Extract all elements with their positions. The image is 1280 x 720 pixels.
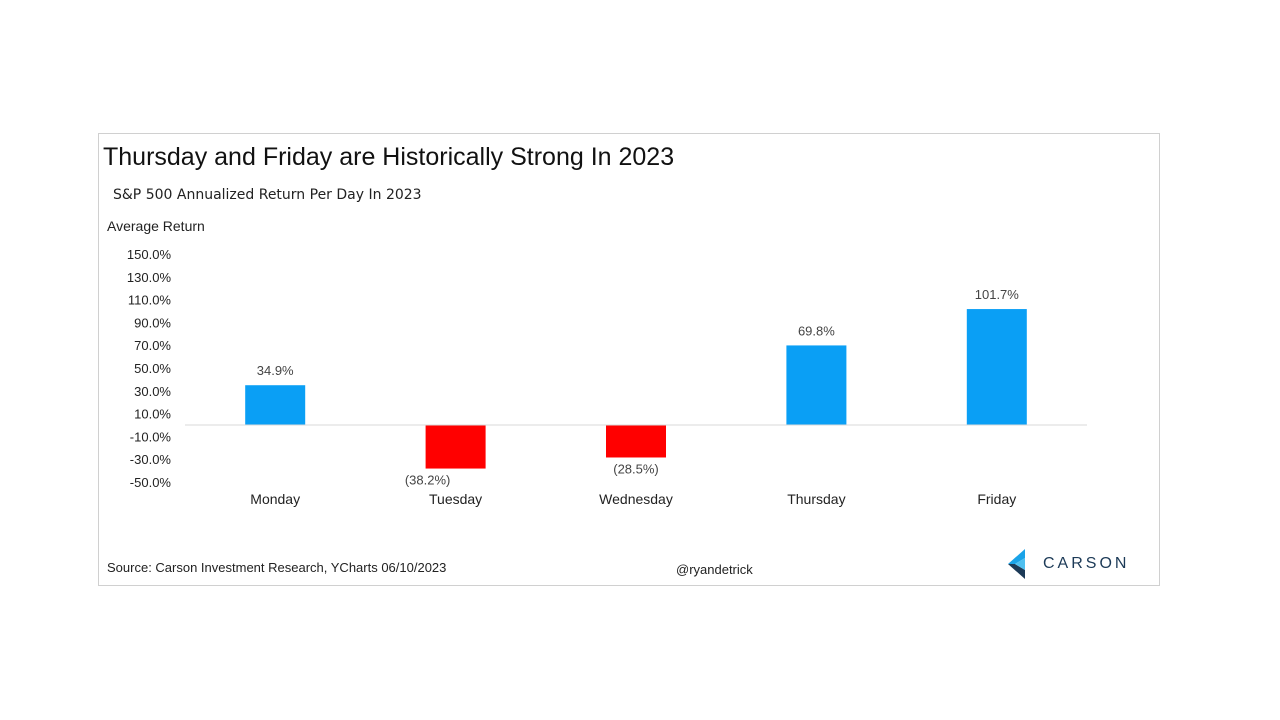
y-tick-label: 110.0% (128, 293, 172, 308)
category-labels: Monday Tuesday Wednesday Thursday Friday (250, 491, 1016, 507)
category-label-friday: Friday (977, 491, 1016, 507)
y-tick-label: 30.0% (134, 384, 171, 399)
bar-thursday (786, 345, 847, 425)
data-label-tuesday: (38.2%) (405, 473, 451, 488)
data-label-wednesday: (28.5%) (613, 461, 659, 476)
author-handle: @ryandetrick (676, 562, 753, 577)
chart-subtitle: S&P 500 Annualized Return Per Day In 202… (113, 187, 422, 203)
category-label-monday: Monday (250, 491, 300, 507)
y-tick-label: -10.0% (130, 429, 172, 444)
category-label-wednesday: Wednesday (599, 491, 673, 507)
bar-friday (966, 309, 1027, 425)
carson-logo-icon (1008, 549, 1025, 579)
category-label-thursday: Thursday (787, 491, 845, 507)
logo-wordmark: CARSON (1043, 555, 1130, 572)
data-labels: 34.9% (38.2%) (28.5%) 69.8% 101.7% (257, 287, 1020, 487)
y-tick-label: 130.0% (127, 270, 172, 285)
bar-monday (245, 385, 306, 425)
bar-wednesday (606, 425, 666, 458)
data-label-thursday: 69.8% (798, 323, 835, 338)
y-tick-label: -50.0% (130, 475, 172, 490)
bars (245, 309, 1027, 469)
y-axis-label: Average Return (107, 218, 205, 234)
category-label-tuesday: Tuesday (429, 491, 482, 507)
data-label-monday: 34.9% (257, 363, 294, 378)
y-tick-label: 10.0% (134, 407, 171, 422)
chart-title: Thursday and Friday are Historically Str… (103, 143, 675, 171)
y-tick-label: 50.0% (134, 361, 171, 376)
source-note: Source: Carson Investment Research, YCha… (107, 560, 447, 575)
y-tick-label: 150.0% (127, 247, 172, 262)
y-tick-label: 70.0% (134, 338, 171, 353)
bar-tuesday (425, 425, 486, 469)
y-tick-label: -30.0% (130, 452, 172, 467)
data-label-friday: 101.7% (975, 287, 1020, 302)
y-axis-ticks: 150.0% 130.0% 110.0% 90.0% 70.0% 50.0% 30.0% 10… (127, 247, 172, 490)
y-tick-label: 90.0% (134, 315, 171, 330)
